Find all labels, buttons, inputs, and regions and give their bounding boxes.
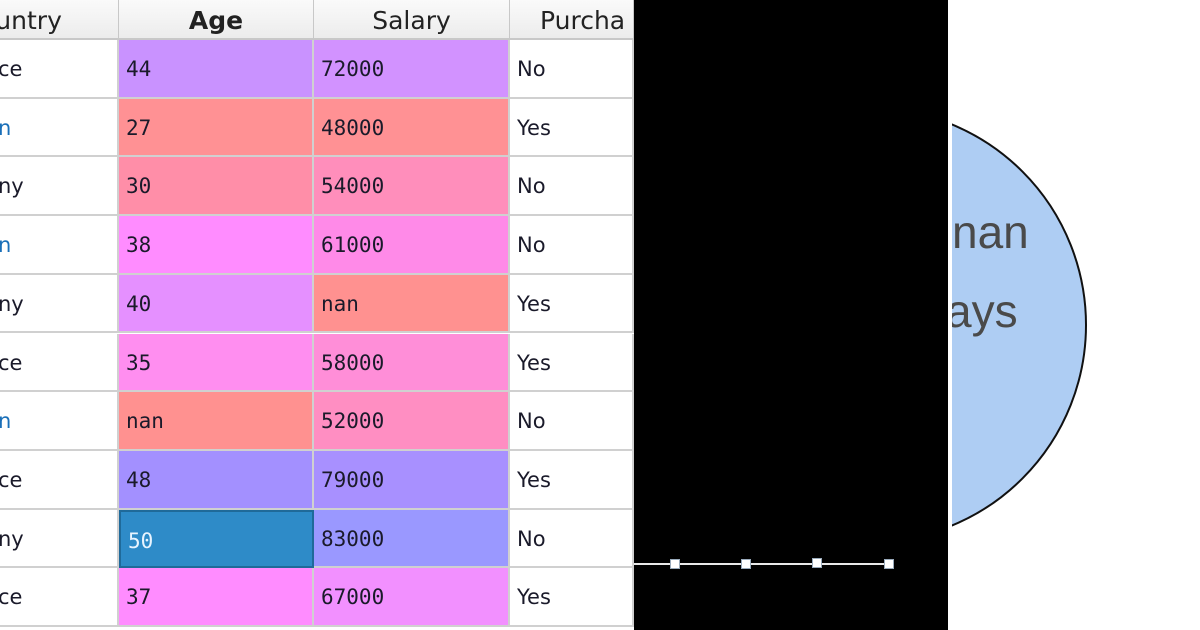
cell-salary[interactable]: 67000	[314, 568, 510, 627]
cell-salary[interactable]: 54000	[314, 157, 510, 217]
cell-age[interactable]: 38	[119, 216, 314, 275]
cell-salary[interactable]: nan	[314, 274, 510, 334]
line-handle[interactable]	[741, 559, 751, 569]
cell-country[interactable]: ce	[0, 450, 119, 510]
cell-age[interactable]: 37	[119, 568, 314, 627]
cell-age[interactable]: nan	[119, 392, 314, 451]
cell-salary[interactable]: 83000	[314, 509, 510, 569]
cell-country[interactable]: ce	[0, 333, 119, 393]
cell-salary[interactable]: 58000	[314, 333, 510, 393]
cell-purchased[interactable]: Yes	[510, 568, 634, 627]
cell-country[interactable]: n	[0, 98, 119, 158]
cell-age[interactable]: 30	[119, 157, 314, 217]
cell-country[interactable]: ny	[0, 157, 119, 217]
cell-salary[interactable]: 52000	[314, 392, 510, 451]
cell-salary[interactable]: 48000	[314, 98, 510, 158]
line-handle[interactable]	[670, 559, 680, 569]
cell-purchased[interactable]: No	[510, 157, 634, 217]
cell-country[interactable]: ce	[0, 40, 119, 99]
cell-salary[interactable]: 79000	[314, 450, 510, 510]
cell-age[interactable]: 35	[119, 333, 314, 393]
cell-age[interactable]: 44	[119, 40, 314, 99]
cell-purchased[interactable]: No	[510, 509, 634, 569]
column-header-purchased[interactable]: Purcha	[510, 0, 634, 40]
cell-age[interactable]: 50	[119, 509, 314, 569]
cell-purchased[interactable]: Yes	[510, 450, 634, 510]
column-header-salary[interactable]: Salary	[314, 0, 510, 40]
cell-purchased[interactable]: Yes	[510, 98, 634, 158]
column-header-country[interactable]: ountry	[0, 0, 119, 40]
cell-country[interactable]: ny	[0, 274, 119, 334]
line-handle[interactable]	[884, 559, 894, 569]
cell-age[interactable]: 48	[119, 450, 314, 510]
cell-purchased[interactable]: No	[510, 216, 634, 275]
column-header-age[interactable]: Age	[119, 0, 314, 40]
cell-purchased[interactable]: Yes	[510, 333, 634, 393]
line-handle[interactable]	[812, 558, 822, 568]
cell-salary[interactable]: 61000	[314, 216, 510, 275]
circle-text-line-2: ays	[946, 285, 1018, 337]
cell-country[interactable]: n	[0, 392, 119, 451]
cell-country[interactable]: ny	[0, 509, 119, 569]
black-canvas-panel	[634, 0, 948, 630]
cell-country[interactable]: ce	[0, 568, 119, 627]
cell-age[interactable]: 40	[119, 274, 314, 334]
connector-line[interactable]	[634, 563, 890, 565]
cell-purchased[interactable]: No	[510, 392, 634, 451]
cell-country[interactable]: n	[0, 216, 119, 275]
cell-salary[interactable]: 72000	[314, 40, 510, 99]
cell-purchased[interactable]: Yes	[510, 274, 634, 334]
cell-age[interactable]: 27	[119, 98, 314, 158]
panel-divider	[948, 0, 952, 630]
cell-purchased[interactable]: No	[510, 40, 634, 99]
dataframe-table: ountry Age Salary Purcha ce4472000Non274…	[0, 0, 634, 627]
circle-text-line-1: nan	[952, 206, 1029, 258]
